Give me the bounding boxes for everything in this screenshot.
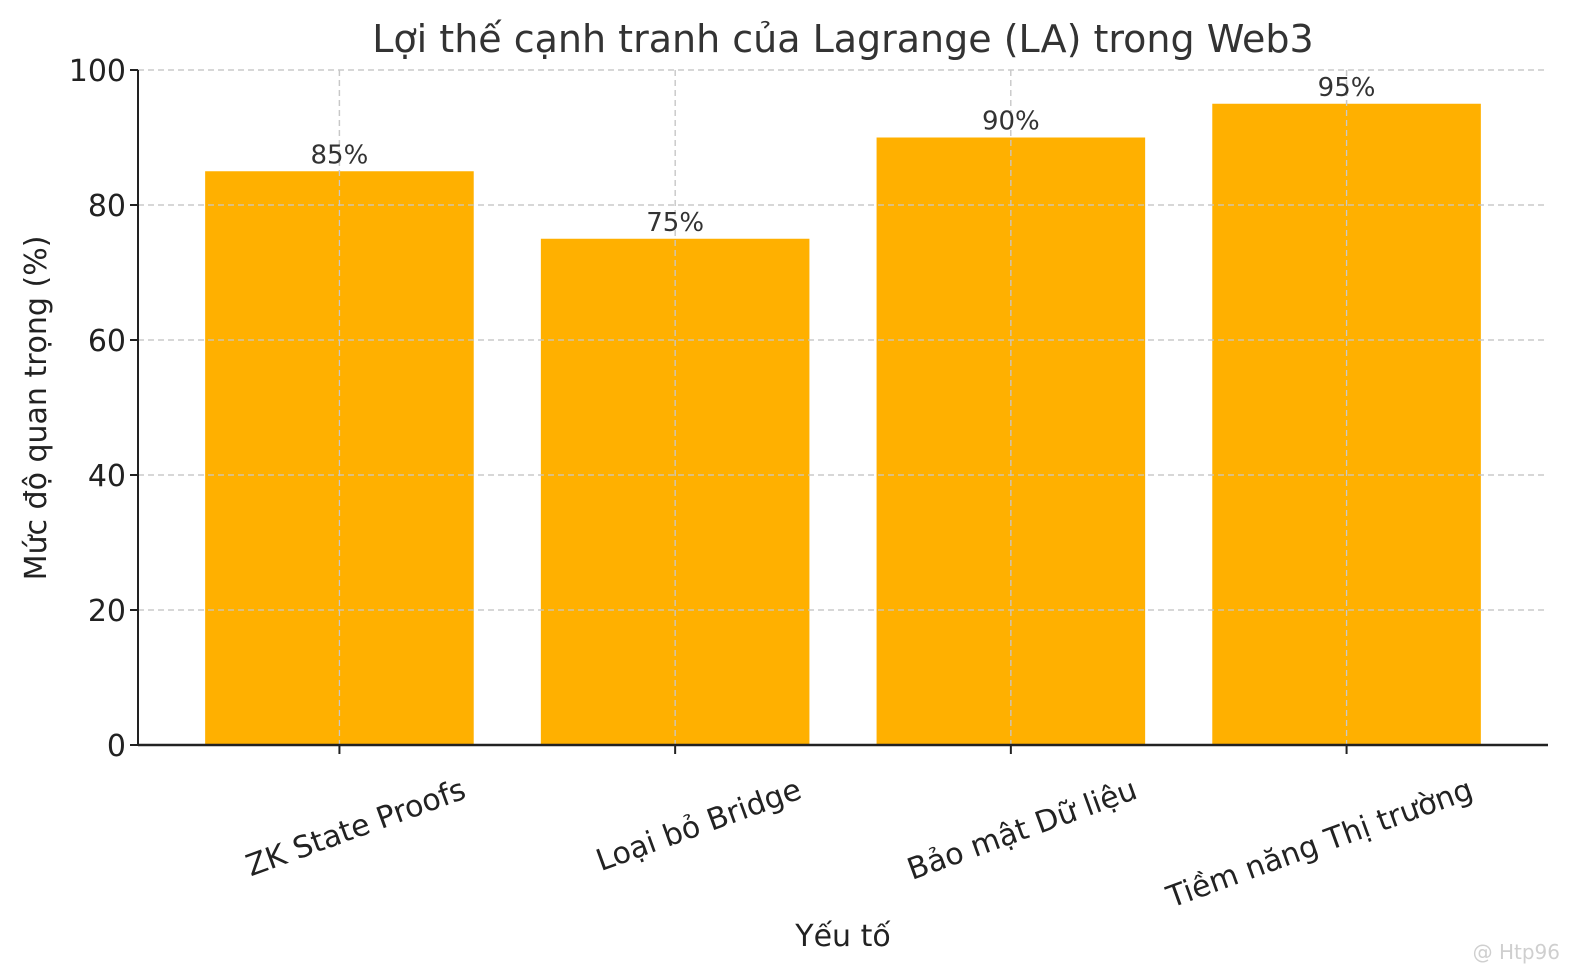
y-tick-label: 60 (88, 324, 126, 359)
x-axis-label: Yếu tố (794, 919, 891, 954)
watermark: @ Htp96 (1472, 940, 1560, 964)
bar-data-label: 85% (311, 140, 369, 170)
bar (205, 171, 474, 745)
bar-data-label: 75% (646, 208, 704, 238)
x-tick-label: Loại bỏ Bridge (592, 772, 807, 879)
x-tick-label: Bảo mật Dữ liệu (903, 772, 1142, 888)
y-tick-label: 80 (88, 189, 126, 224)
x-tick-label: Tiềm năng Thị trường (1161, 772, 1477, 916)
bars (138, 69, 1548, 745)
chart-title: Lợi thế cạnh tranh của Lagrange (LA) tro… (372, 17, 1313, 61)
y-tick-label: 40 (88, 459, 126, 494)
y-tick-label: 100 (69, 54, 126, 89)
bar-data-label: 95% (1318, 73, 1376, 103)
y-tick-label: 0 (107, 729, 126, 764)
axes (130, 69, 1548, 754)
x-tick-label: ZK State Proofs (241, 772, 470, 884)
y-axis-label: Mức độ quan trọng (%) (19, 236, 54, 581)
y-tick-label: 20 (88, 594, 126, 629)
bar-data-label: 90% (982, 107, 1040, 137)
